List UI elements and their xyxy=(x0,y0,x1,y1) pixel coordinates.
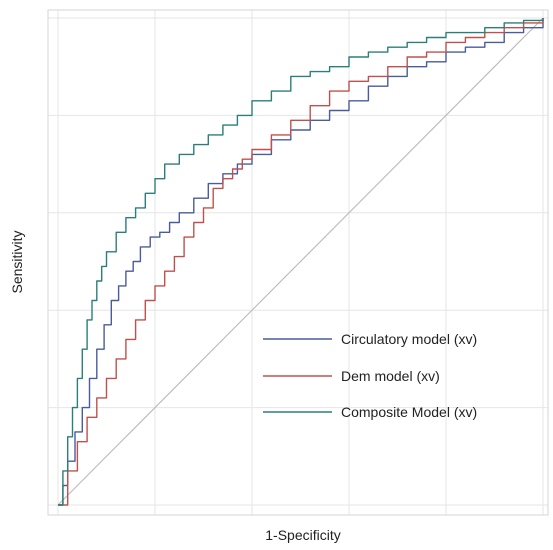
series-lines xyxy=(58,18,544,506)
reference-diagonal-line xyxy=(57,17,544,506)
series-line-2 xyxy=(58,18,544,506)
series-line-1 xyxy=(58,18,544,506)
y-axis-label: Sensitivity xyxy=(9,230,25,293)
grid-lines xyxy=(48,10,548,515)
series-line-0 xyxy=(58,18,544,506)
x-axis-label: 1-Specificity xyxy=(265,527,340,543)
legend-label-composite: Composite Model (xv) xyxy=(341,404,477,420)
legend-label-circulatory: Circulatory model (xv) xyxy=(341,331,477,347)
legend: Circulatory model (xv) Dem model (xv) Co… xyxy=(263,331,477,420)
plot-border xyxy=(47,9,549,516)
legend-label-dem: Dem model (xv) xyxy=(341,368,440,384)
